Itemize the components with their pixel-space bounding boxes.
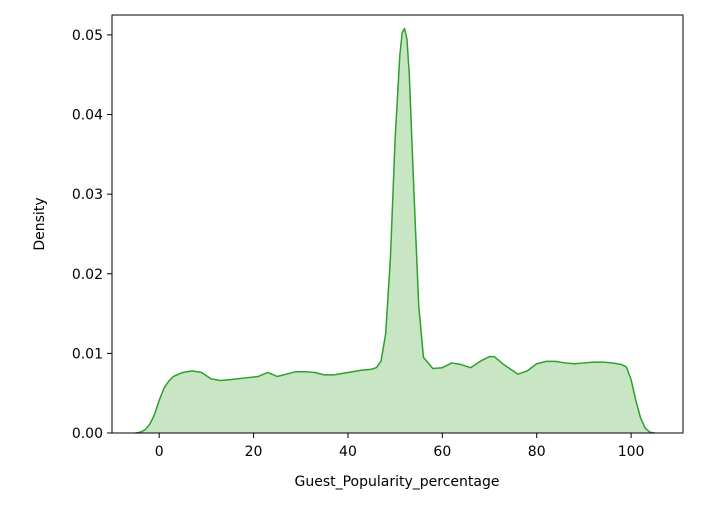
x-tick-label: 20 — [245, 444, 263, 460]
y-tick-label: 0.04 — [72, 108, 103, 124]
x-tick-label: 40 — [339, 444, 357, 460]
x-tick-label: 0 — [155, 444, 164, 460]
y-axis-label: Density — [32, 197, 48, 250]
y-tick-label: 0.00 — [72, 426, 103, 442]
x-tick-label: 80 — [528, 444, 546, 460]
y-tick-label: 0.03 — [72, 187, 103, 203]
y-tick-label: 0.05 — [72, 28, 103, 44]
x-tick-label: 60 — [433, 444, 451, 460]
x-axis: 0 20 40 60 80 100 — [155, 433, 645, 460]
y-tick-label: 0.01 — [72, 346, 103, 362]
plot-marks — [135, 27, 655, 434]
y-tick-label: 0.02 — [72, 267, 103, 283]
density-line — [135, 27, 655, 434]
y-axis: 0.00 0.01 0.02 0.03 0.04 0.05 — [72, 28, 112, 442]
x-axis-label: Guest_Popularity_percentage — [295, 474, 500, 490]
plot-frame — [111, 14, 684, 434]
x-tick-label: 100 — [618, 444, 645, 460]
density-area-fill — [135, 28, 655, 433]
